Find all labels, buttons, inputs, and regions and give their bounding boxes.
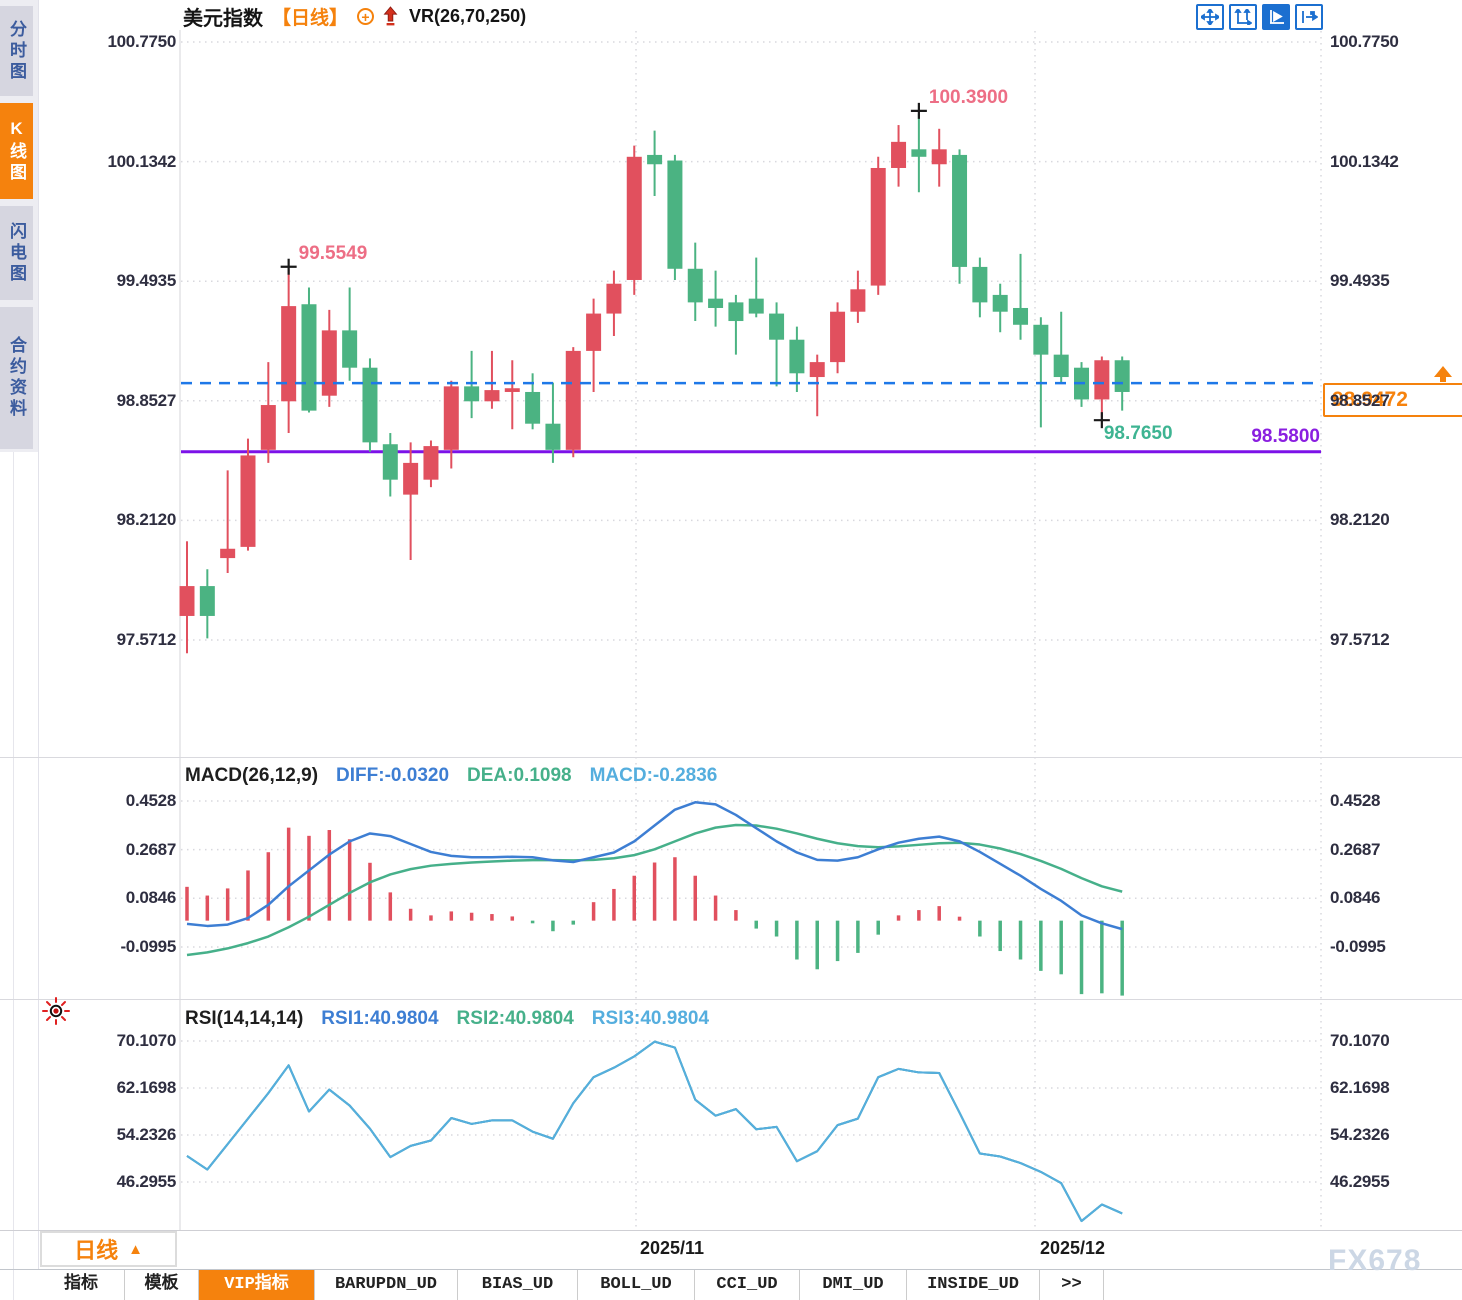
price-up-arrow-icon — [1434, 366, 1452, 382]
gridlines-layer — [179, 30, 1322, 1230]
rsi1-value: RSI1:40.9804 — [321, 1008, 439, 1029]
y-axis-tick-label: 70.1070 — [1330, 1031, 1390, 1050]
x-axis-date: 2025/11 — [640, 1238, 705, 1258]
axis-separator — [0, 1230, 1462, 1231]
tab-[interactable]: 模板 — [125, 1270, 199, 1300]
add-indicator-icon[interactable]: + — [357, 7, 375, 25]
chart-header: 美元指数 【日线】 + VR(26,70,250) — [183, 3, 527, 30]
tabbar-border — [0, 1269, 1462, 1270]
sidebar-item-3[interactable]: 闪电图 — [0, 206, 33, 300]
up-arrow-icon — [383, 5, 398, 27]
period-label: 日线 — [74, 1238, 119, 1263]
macd-header: MACD(26,12,9) DIFF:-0.0320 DEA:0.1098 MA… — [185, 765, 717, 787]
y-axis-tick-label: 100.1342 — [1330, 151, 1399, 171]
y-axis-tick-label: 99.4935 — [116, 271, 177, 291]
y-axis-tick-label: 46.2955 — [1330, 1171, 1390, 1191]
panel-separator[interactable] — [0, 757, 1462, 758]
tab-[interactable]: 指标 — [38, 1270, 125, 1300]
y-axis-tick-label: 70.1070 — [116, 1031, 177, 1050]
triangle-up-icon: ▲ — [128, 1240, 143, 1258]
tab-inside_ud[interactable]: INSIDE_UD — [907, 1270, 1040, 1300]
sidebar-item-1[interactable]: 分时图 — [0, 6, 33, 96]
sidebar-item-2[interactable]: K线图 — [0, 103, 33, 199]
rsi-title[interactable]: RSI(14,14,14) — [185, 1008, 304, 1029]
support-price-label: 98.5800 — [1251, 426, 1320, 447]
y-axis-tick-label: 0.4528 — [125, 791, 177, 810]
period-selector-button[interactable]: 日线 ▲ — [40, 1231, 177, 1267]
y-axis-tick-label: 97.5712 — [1330, 629, 1390, 649]
symbol-title: 美元指数 — [183, 7, 263, 30]
macd-title[interactable]: MACD(26,12,9) — [185, 765, 319, 786]
y-axis-tick-label: -0.0995 — [1330, 936, 1386, 956]
period-tag: 【日线】 — [272, 7, 349, 29]
low-price-label: 98.7650 — [1103, 423, 1173, 445]
sidebar-inner-border — [13, 452, 14, 1300]
rsi-line-3 — [186, 1040, 1123, 1223]
panel-separator[interactable] — [0, 999, 1462, 1000]
y-axis-tick-label: 99.4935 — [1330, 271, 1390, 291]
toolbar — [1196, 4, 1323, 30]
go-to-latest-icon[interactable] — [1295, 4, 1323, 30]
tab-bias_ud[interactable]: BIAS_UD — [458, 1270, 578, 1300]
tab-barupdn_ud[interactable]: BARUPDN_UD — [315, 1270, 458, 1300]
y-axis-tick-label: -0.0995 — [120, 936, 176, 956]
y-axis-tick-label: 0.2687 — [125, 839, 177, 859]
high-price-label: 100.3900 — [928, 86, 1009, 108]
tab-vip[interactable]: VIP指标 — [199, 1270, 315, 1300]
y-axis-tick-label: 100.7750 — [1330, 32, 1399, 51]
current-price-box: 98.9472 — [1323, 383, 1462, 417]
extreme-marker-cross — [280, 258, 297, 275]
sidebar-item-4[interactable]: 合约资料 — [0, 307, 33, 449]
rsi3-value: RSI3:40.9804 — [591, 1008, 710, 1029]
tab-dmi_ud[interactable]: DMI_UD — [800, 1270, 907, 1300]
y-axis-tick-label: 54.2326 — [116, 1125, 177, 1144]
macd-layer — [185, 801, 1124, 996]
y-axis-tick-label: 62.1698 — [1330, 1078, 1390, 1097]
x-axis-date: 2025/12 — [1040, 1238, 1106, 1258]
rsi-line-2 — [186, 1040, 1123, 1223]
sidebar-border — [38, 0, 39, 1300]
candles-layer — [179, 113, 1130, 654]
y-axis-tick-label: 54.2326 — [1330, 1125, 1390, 1144]
y-axis-tick-label: 0.0846 — [125, 888, 177, 908]
tab-cci_ud[interactable]: CCI_UD — [695, 1270, 800, 1300]
high-price-label: 99.5549 — [298, 242, 368, 264]
y-axis-tick-label: 98.2120 — [1330, 510, 1390, 530]
rsi-line-1 — [186, 1040, 1123, 1223]
y-axis-tick-label: 0.4528 — [1330, 791, 1381, 810]
rsi-header: RSI(14,14,14) RSI1:40.9804 RSI2:40.9804 … — [185, 1008, 709, 1030]
extreme-marker-cross — [1093, 412, 1110, 429]
rsi-layer — [186, 1040, 1123, 1223]
y-axis-tick-label: 100.1342 — [107, 151, 176, 171]
y-axis-tick-label: 100.7750 — [107, 32, 176, 51]
alert-sun-icon[interactable] — [42, 997, 70, 1030]
macd-line-dea — [186, 823, 1123, 957]
tab-[interactable]: >> — [1040, 1270, 1104, 1300]
watermark: FX678 — [1328, 1244, 1422, 1277]
macd-dea-value: DEA:0.1098 — [467, 765, 572, 786]
y-axis-scale-icon[interactable] — [1229, 4, 1257, 30]
y-axis-tick-label: 0.0846 — [1330, 888, 1381, 908]
y-axis-tick-label: 98.8527 — [1330, 390, 1390, 410]
y-axis-tick-label: 0.2687 — [1330, 839, 1381, 859]
y-axis-tick-label: 62.1698 — [116, 1078, 177, 1097]
macd-diff-value: DIFF:-0.0320 — [336, 765, 450, 786]
y-axis-tick-label: 97.5712 — [116, 629, 177, 649]
rsi2-value: RSI2:40.9804 — [456, 1008, 574, 1029]
y-axis-tick-label: 98.2120 — [116, 510, 177, 530]
extreme-marker-cross — [910, 102, 927, 119]
tab-boll_ud[interactable]: BOLL_UD — [578, 1270, 695, 1300]
y-axis-tick-label: 98.8527 — [116, 390, 177, 410]
auto-scroll-icon[interactable] — [1262, 4, 1290, 30]
indicator-tab-bar: 指标 模板 VIP指标 BARUPDN_UD BIAS_UD BOLL_UD CCI_UD D… — [38, 1270, 1104, 1300]
macd-hist-value: MACD:-0.2836 — [589, 765, 718, 786]
indicator-title: VR(26,70,250) — [409, 5, 527, 26]
y-axis-tick-label: 46.2955 — [116, 1171, 177, 1191]
macd-line-diff — [186, 801, 1123, 931]
move-crosshair-icon[interactable] — [1196, 4, 1224, 30]
